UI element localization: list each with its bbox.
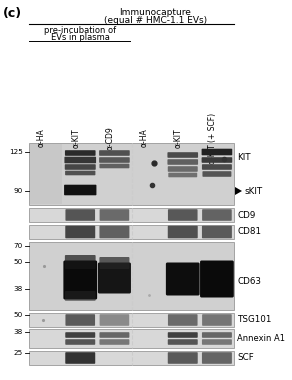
FancyBboxPatch shape (65, 209, 95, 221)
FancyBboxPatch shape (100, 164, 129, 168)
FancyBboxPatch shape (63, 261, 97, 299)
FancyBboxPatch shape (168, 332, 198, 338)
Text: Immunocapture: Immunocapture (119, 8, 191, 17)
FancyBboxPatch shape (99, 150, 130, 156)
FancyBboxPatch shape (98, 263, 131, 293)
FancyBboxPatch shape (65, 150, 95, 156)
Bar (30, 144, 62, 204)
Text: 50: 50 (14, 259, 23, 265)
Text: α-KIT: α-KIT (71, 128, 80, 148)
FancyBboxPatch shape (65, 171, 95, 175)
Text: EVs in plasma: EVs in plasma (51, 33, 110, 42)
FancyBboxPatch shape (168, 166, 198, 172)
Text: sKIT: sKIT (244, 187, 262, 195)
Text: α-HA: α-HA (37, 128, 46, 147)
Text: CD9: CD9 (237, 211, 256, 220)
Text: KIT: KIT (237, 152, 251, 161)
Text: pre-incubation of: pre-incubation of (44, 26, 116, 35)
FancyBboxPatch shape (202, 171, 231, 177)
Text: α-CD9: α-CD9 (105, 126, 114, 150)
Text: (equal # HMC-1.1 EVs): (equal # HMC-1.1 EVs) (104, 16, 207, 25)
Text: 70: 70 (14, 243, 23, 249)
FancyBboxPatch shape (202, 332, 232, 338)
Text: CD81: CD81 (237, 228, 261, 236)
FancyBboxPatch shape (65, 157, 96, 163)
Bar (29, 208, 234, 222)
FancyBboxPatch shape (64, 185, 96, 195)
Text: 38: 38 (14, 329, 23, 335)
Text: α-KIT (+ SCF): α-KIT (+ SCF) (208, 112, 217, 163)
FancyBboxPatch shape (200, 261, 234, 298)
FancyBboxPatch shape (99, 257, 129, 269)
Text: 38: 38 (14, 286, 23, 292)
Text: 50: 50 (14, 312, 23, 318)
FancyBboxPatch shape (202, 339, 232, 345)
Text: 90: 90 (14, 188, 23, 194)
FancyBboxPatch shape (168, 173, 197, 177)
Text: 25: 25 (14, 350, 23, 356)
FancyBboxPatch shape (100, 339, 129, 345)
Polygon shape (235, 187, 242, 195)
Bar (29, 329, 234, 348)
FancyBboxPatch shape (65, 332, 95, 338)
FancyBboxPatch shape (202, 314, 232, 326)
FancyBboxPatch shape (65, 291, 95, 301)
FancyBboxPatch shape (166, 263, 200, 296)
FancyBboxPatch shape (65, 339, 95, 345)
FancyBboxPatch shape (168, 226, 198, 238)
FancyBboxPatch shape (65, 314, 95, 326)
Text: TSG101: TSG101 (237, 315, 271, 325)
FancyBboxPatch shape (168, 339, 198, 345)
Bar (29, 143, 234, 205)
FancyBboxPatch shape (202, 209, 232, 221)
FancyBboxPatch shape (201, 157, 232, 163)
FancyBboxPatch shape (65, 255, 95, 269)
FancyBboxPatch shape (100, 314, 129, 326)
Bar (29, 225, 234, 239)
FancyBboxPatch shape (202, 352, 232, 364)
Text: α-HA: α-HA (140, 128, 149, 147)
FancyBboxPatch shape (65, 226, 95, 238)
Text: Annexin A1: Annexin A1 (237, 334, 285, 343)
FancyBboxPatch shape (201, 149, 232, 155)
Text: 125: 125 (9, 149, 23, 155)
Bar (29, 313, 234, 327)
FancyBboxPatch shape (202, 226, 232, 238)
FancyBboxPatch shape (100, 209, 129, 221)
Text: CD63: CD63 (237, 277, 261, 285)
Text: SCF: SCF (237, 353, 254, 363)
FancyBboxPatch shape (167, 152, 198, 158)
FancyBboxPatch shape (65, 352, 95, 364)
Bar (29, 242, 234, 310)
Text: (c): (c) (3, 7, 22, 20)
FancyBboxPatch shape (99, 157, 130, 163)
FancyBboxPatch shape (65, 164, 96, 170)
FancyBboxPatch shape (168, 352, 198, 364)
FancyBboxPatch shape (168, 209, 198, 221)
FancyBboxPatch shape (100, 226, 129, 238)
FancyBboxPatch shape (168, 314, 198, 326)
FancyBboxPatch shape (167, 159, 198, 165)
Text: α-KIT: α-KIT (174, 128, 183, 148)
Bar (29, 351, 234, 365)
FancyBboxPatch shape (100, 332, 129, 338)
FancyBboxPatch shape (202, 164, 232, 170)
